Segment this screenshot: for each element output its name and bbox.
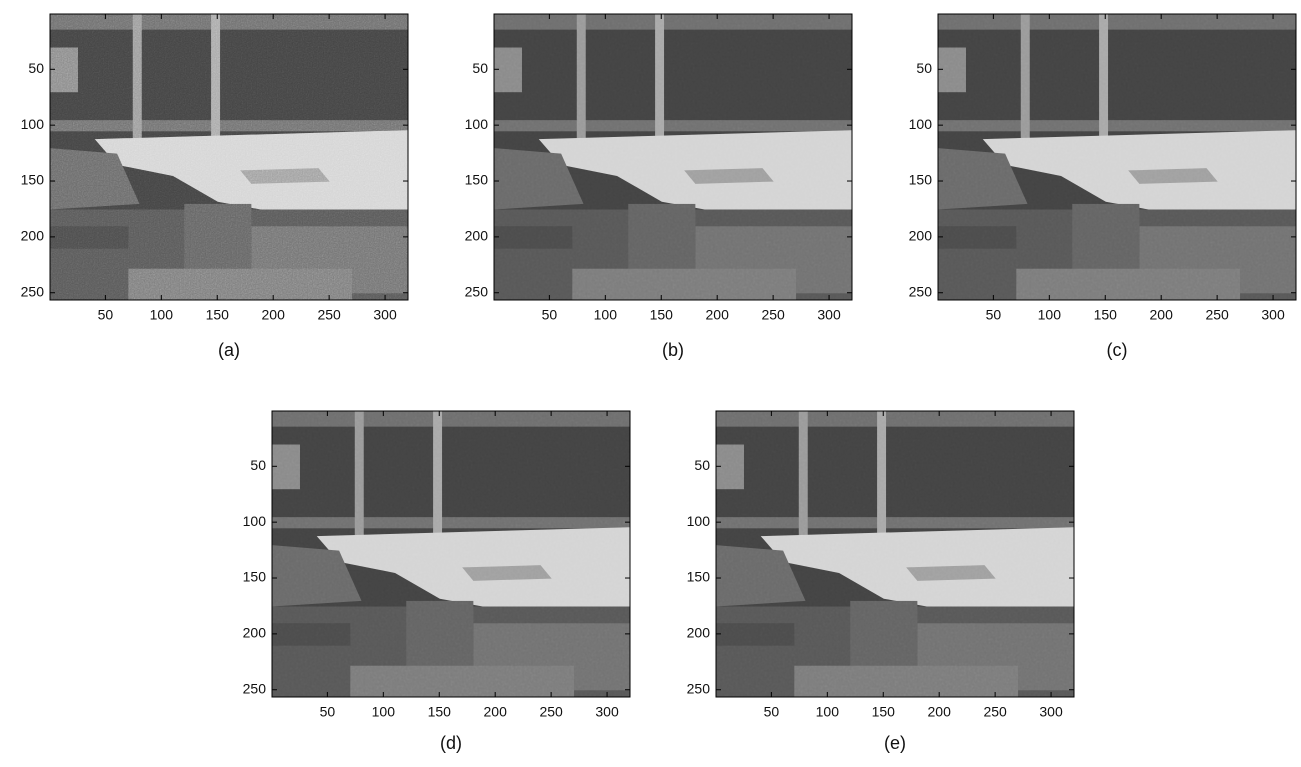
y-tick-label: 150 <box>909 172 933 188</box>
y-tick-label: 150 <box>21 172 45 188</box>
x-tick-label: 300 <box>817 307 841 323</box>
x-tick-label: 200 <box>262 307 286 323</box>
y-tick-label: 50 <box>28 60 44 76</box>
image <box>716 411 1074 697</box>
y-tick-label: 250 <box>909 283 933 299</box>
y-tick-label: 150 <box>687 569 711 585</box>
x-tick-label: 50 <box>542 307 558 323</box>
scene-shape <box>50 14 408 300</box>
caption: (d) <box>440 733 462 753</box>
y-tick-label: 50 <box>694 457 710 473</box>
axes-frame <box>271 410 631 698</box>
image <box>272 411 630 697</box>
y-tick-label: 250 <box>243 680 267 696</box>
x-tick-label: 100 <box>1038 307 1062 323</box>
y-tick-label: 50 <box>916 60 932 76</box>
y-tick-label: 100 <box>687 513 711 529</box>
x-tick-label: 50 <box>98 307 114 323</box>
scene-shape <box>938 14 1296 300</box>
y-tick-label: 100 <box>21 116 45 132</box>
axes-frame <box>49 13 409 301</box>
panel: 50 100 150 200 250 300 50 100 150 200 250 <box>909 13 1297 323</box>
x-tick-label: 300 <box>1039 704 1063 720</box>
caption: (c) <box>1107 340 1128 360</box>
scene-shape <box>272 411 630 697</box>
x-tick-label: 50 <box>320 704 336 720</box>
y-tick-label: 100 <box>465 116 489 132</box>
y-tick-label: 250 <box>687 680 711 696</box>
caption: (e) <box>884 733 906 753</box>
x-tick-label: 250 <box>317 307 341 323</box>
y-tick-label: 150 <box>465 172 489 188</box>
x-tick-label: 150 <box>206 307 230 323</box>
y-tick-label: 50 <box>250 457 266 473</box>
x-tick-label: 200 <box>1150 307 1174 323</box>
x-tick-label: 150 <box>1094 307 1118 323</box>
x-tick-label: 200 <box>706 307 730 323</box>
scene-shape <box>716 411 1074 697</box>
x-tick-label: 250 <box>761 307 785 323</box>
axes-frame <box>493 13 853 301</box>
caption: (b) <box>662 340 684 360</box>
x-tick-label: 150 <box>428 704 452 720</box>
y-tick-label: 100 <box>909 116 933 132</box>
y-tick-label: 200 <box>909 228 933 244</box>
axes-frame <box>937 13 1297 301</box>
x-tick-label: 100 <box>594 307 618 323</box>
x-tick-label: 100 <box>816 704 840 720</box>
x-tick-label: 250 <box>983 704 1007 720</box>
x-tick-label: 50 <box>986 307 1002 323</box>
x-tick-label: 300 <box>373 307 397 323</box>
x-tick-label: 200 <box>484 704 508 720</box>
x-tick-label: 150 <box>872 704 896 720</box>
panel: 50 100 150 200 250 300 50 100 150 200 250 <box>687 410 1075 720</box>
x-tick-label: 150 <box>650 307 674 323</box>
y-tick-label: 200 <box>687 625 711 641</box>
axes-frame <box>715 410 1075 698</box>
image <box>50 14 408 300</box>
y-tick-label: 50 <box>472 60 488 76</box>
panel: 50 100 150 200 250 300 50 100 150 200 250 <box>243 410 631 720</box>
panel: 50 100 150 200 250 300 50 100 150 200 250 <box>465 13 853 323</box>
x-tick-label: 100 <box>150 307 174 323</box>
scene-shape <box>494 14 852 300</box>
y-tick-label: 200 <box>465 228 489 244</box>
y-tick-label: 200 <box>21 228 45 244</box>
panel: 50 100 150 200 250 300 50 100 150 200 250 <box>21 13 409 323</box>
image <box>938 14 1296 300</box>
caption: (a) <box>218 340 240 360</box>
y-tick-label: 100 <box>243 513 267 529</box>
image <box>494 14 852 300</box>
y-tick-label: 150 <box>243 569 267 585</box>
y-tick-label: 200 <box>243 625 267 641</box>
y-tick-label: 250 <box>465 283 489 299</box>
x-tick-label: 300 <box>1261 307 1285 323</box>
y-tick-label: 250 <box>21 283 45 299</box>
x-tick-label: 300 <box>595 704 619 720</box>
x-tick-label: 200 <box>928 704 952 720</box>
x-tick-label: 250 <box>1205 307 1229 323</box>
x-tick-label: 50 <box>764 704 780 720</box>
x-tick-label: 100 <box>372 704 396 720</box>
x-tick-label: 250 <box>539 704 563 720</box>
